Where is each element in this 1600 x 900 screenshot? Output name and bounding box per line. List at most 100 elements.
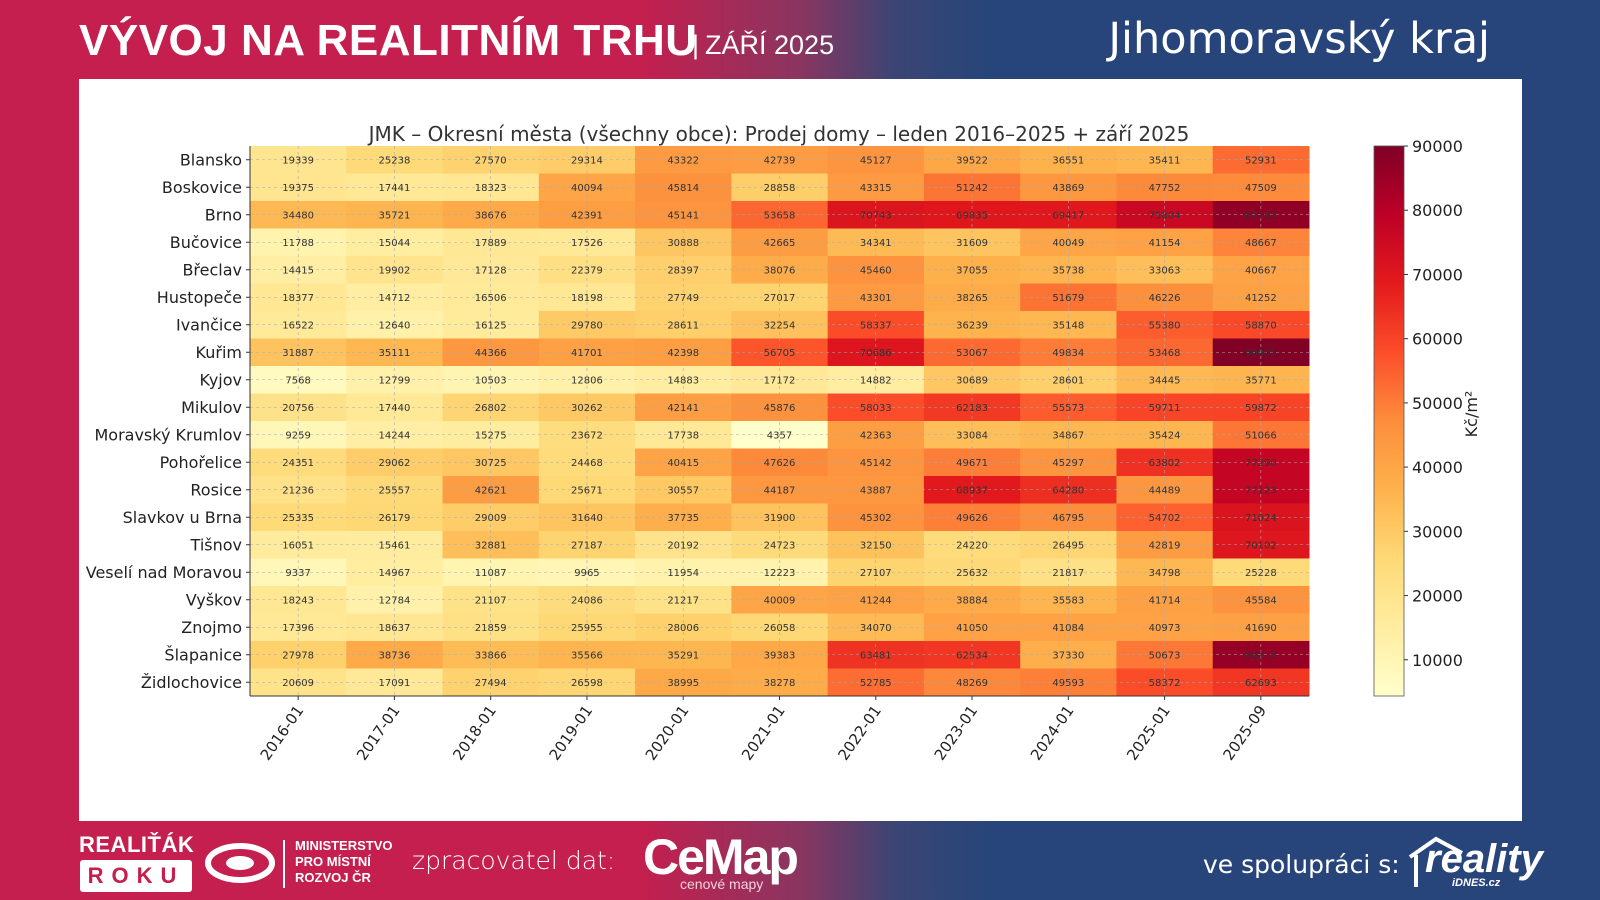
cell-value: 43887	[860, 485, 892, 496]
ministry-divider	[283, 840, 285, 888]
y-tick-label: Kuřim	[196, 343, 242, 362]
cell-value: 17172	[764, 375, 796, 386]
cell-value: 58372	[1149, 678, 1181, 689]
cell-value: 9965	[574, 568, 599, 579]
cell-value: 17396	[282, 623, 314, 634]
cell-value: 22379	[571, 265, 603, 276]
header-separator: |	[692, 30, 700, 60]
cell-value: 62183	[956, 403, 988, 414]
cell-value: 12640	[379, 320, 411, 331]
cell-value: 32254	[764, 320, 796, 331]
cell-value: 42363	[860, 430, 892, 441]
cell-value: 63802	[1149, 458, 1181, 469]
cell-value: 38265	[956, 293, 988, 304]
award-logo-line2: ROKU	[80, 860, 192, 892]
cell-value: 62693	[1245, 678, 1277, 689]
cell-value: 14882	[860, 375, 892, 386]
cell-value: 18323	[475, 183, 507, 194]
y-tick-label: Mikulov	[181, 398, 242, 417]
cell-value: 38884	[956, 595, 988, 606]
cell-value: 31900	[764, 513, 796, 524]
house-icon	[1408, 836, 1463, 887]
processor-label: zpracovatel dat:	[412, 846, 616, 875]
cell-value: 24468	[571, 458, 603, 469]
cemap-tagline: cenové mapy	[680, 876, 764, 892]
cell-value: 35738	[1052, 265, 1084, 276]
x-tick-label: 2025-09	[1219, 702, 1270, 764]
cell-value: 25335	[282, 513, 314, 524]
cell-value: 32881	[475, 540, 507, 551]
cell-value: 77290	[1245, 458, 1277, 469]
cell-value: 17441	[379, 183, 411, 194]
heatmap-cells	[250, 146, 1310, 697]
cell-value: 35424	[1149, 430, 1181, 441]
cell-labels: 19339 25238 27570 29314 43322 42739 45127 39522…	[282, 155, 1277, 689]
cell-value: 12784	[379, 595, 411, 606]
cell-value: 41714	[1149, 595, 1181, 606]
cell-value: 26495	[1052, 540, 1084, 551]
cell-value: 47509	[1245, 183, 1277, 194]
cell-value: 29780	[571, 320, 603, 331]
colorbar-gradient	[1373, 145, 1405, 697]
ministry-logo-icon	[205, 843, 275, 883]
cell-value: 25228	[1245, 568, 1277, 579]
cell-value: 12223	[764, 568, 796, 579]
cell-value: 15275	[475, 430, 507, 441]
cell-value: 45297	[1052, 458, 1084, 469]
cell-value: 51679	[1052, 293, 1084, 304]
cell-value: 4357	[767, 430, 792, 441]
cell-value: 48667	[1245, 238, 1277, 249]
chart-panel: JMK – Okresní města (všechny obce): Prod…	[79, 79, 1522, 821]
cell-value: 41154	[1149, 238, 1181, 249]
cell-value: 19339	[282, 155, 314, 166]
cell-value: 40009	[764, 595, 796, 606]
y-tick-label: Židlochovice	[141, 673, 242, 692]
cell-value: 27494	[475, 678, 507, 689]
cell-value: 41050	[956, 623, 988, 634]
cell-value: 18637	[379, 623, 411, 634]
header-subtitle: | ZÁŘÍ 2025	[692, 30, 834, 61]
y-tick-label: Ivančice	[176, 315, 242, 334]
cell-value: 38736	[379, 650, 411, 661]
cell-value: 45584	[1245, 595, 1277, 606]
cell-value: 52785	[860, 678, 892, 689]
y-tick-label: Veselí nad Moravou	[86, 563, 242, 582]
colorbar-tick-label: 70000	[1412, 265, 1463, 284]
cell-value: 45460	[860, 265, 892, 276]
cell-value: 12799	[379, 375, 411, 386]
cell-value: 42739	[764, 155, 796, 166]
chart-title: JMK – Okresní města (všechny obce): Prod…	[367, 122, 1190, 146]
x-tick-label: 2025-01	[1123, 702, 1174, 764]
cell-value: 69417	[1052, 210, 1084, 221]
cell-value: 37330	[1052, 650, 1084, 661]
cell-value: 58870	[1245, 320, 1277, 331]
colorbar-tick-label: 30000	[1412, 522, 1463, 541]
header-region: Jihomoravský kraj	[1108, 14, 1490, 64]
cell-value: 40049	[1052, 238, 1084, 249]
cell-value: 17889	[475, 238, 507, 249]
cell-value: 45127	[860, 155, 892, 166]
cell-value: 43315	[860, 183, 892, 194]
header-title: VÝVOJ NA REALITNÍM TRHU	[79, 16, 698, 65]
cell-value: 15044	[379, 238, 411, 249]
y-axis: Blansko Boskovice Brno Bučovice Břeclav Husto…	[86, 146, 251, 696]
cell-value: 11087	[475, 568, 507, 579]
cell-value: 26179	[379, 513, 411, 524]
cell-value: 30262	[571, 403, 603, 414]
cell-value: 59711	[1149, 403, 1181, 414]
cell-value: 44187	[764, 485, 796, 496]
cell-value: 27749	[667, 293, 699, 304]
cell-value: 16522	[282, 320, 314, 331]
cell-value: 12806	[571, 375, 603, 386]
cell-value: 18243	[282, 595, 314, 606]
cell-value: 39522	[956, 155, 988, 166]
cell-value: 42819	[1149, 540, 1181, 551]
ministry-line1: MINISTERSTVO	[295, 838, 393, 853]
cell-value: 86216	[1245, 650, 1277, 661]
cell-value: 58033	[860, 403, 892, 414]
cell-value: 25955	[571, 623, 603, 634]
cell-value: 51242	[956, 183, 988, 194]
cell-value: 7568	[285, 375, 310, 386]
reality-idnes-logo: reality	[1425, 837, 1543, 881]
y-tick-label: Slavkov u Brna	[123, 508, 242, 527]
